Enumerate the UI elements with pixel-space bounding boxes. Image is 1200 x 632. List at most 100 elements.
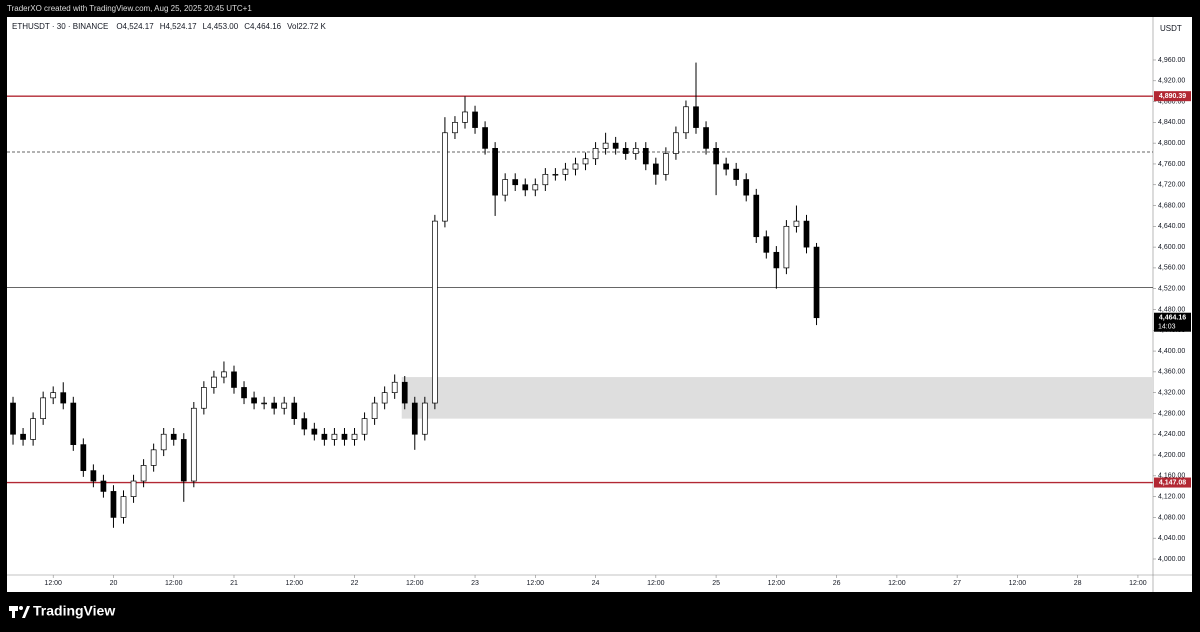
candle-body bbox=[221, 371, 227, 378]
candle-body bbox=[231, 371, 237, 388]
candle-body bbox=[783, 225, 790, 269]
candle-body bbox=[30, 418, 36, 440]
candle-body bbox=[20, 433, 26, 440]
ohlc-legend: L4,453.00 bbox=[203, 22, 239, 31]
candle-body bbox=[673, 132, 679, 154]
candle-body bbox=[442, 132, 448, 222]
candle-body bbox=[652, 163, 659, 175]
candle-body bbox=[773, 251, 780, 269]
ohlc-legend: Vol22.72 K bbox=[287, 22, 326, 31]
candle-body bbox=[572, 163, 579, 170]
y-tick-label: 4,040.00 bbox=[1158, 535, 1185, 542]
x-tick-label: 12:00 bbox=[527, 580, 545, 587]
candle-body bbox=[120, 496, 127, 518]
y-tick-label: 4,880.00 bbox=[1158, 98, 1185, 105]
candle-body bbox=[60, 392, 67, 404]
x-tick-label: 25 bbox=[712, 580, 720, 587]
x-tick-label: 12:00 bbox=[1009, 580, 1027, 587]
candle-body bbox=[582, 158, 589, 165]
y-unit: USDT bbox=[1160, 24, 1182, 33]
candle-body bbox=[793, 220, 800, 227]
candle-body bbox=[482, 127, 488, 149]
candle-body bbox=[291, 402, 298, 419]
candle-body bbox=[10, 402, 16, 435]
y-tick-label: 4,680.00 bbox=[1158, 202, 1185, 209]
candle-body bbox=[803, 220, 810, 248]
y-tick-label: 4,760.00 bbox=[1158, 161, 1185, 168]
candle-body bbox=[361, 418, 368, 435]
candle-body bbox=[663, 153, 669, 175]
brand: TradingView bbox=[33, 603, 115, 619]
candle-body bbox=[281, 402, 288, 409]
x-tick-label: 23 bbox=[471, 580, 479, 587]
candle-body bbox=[462, 111, 468, 123]
candle-body bbox=[502, 179, 509, 196]
candle-body bbox=[150, 449, 157, 466]
candle-body bbox=[130, 480, 137, 497]
candle-body bbox=[622, 148, 629, 154]
y-tick-label: 4,560.00 bbox=[1158, 265, 1185, 272]
candle-body bbox=[612, 142, 619, 149]
x-tick-label: 21 bbox=[230, 580, 238, 587]
x-tick-label: 27 bbox=[953, 580, 961, 587]
ohlc-legend: H4,524.17 bbox=[160, 22, 197, 31]
candle-body bbox=[110, 491, 117, 518]
candle-body bbox=[371, 402, 378, 419]
candle-body bbox=[241, 387, 247, 399]
candle-body bbox=[271, 402, 278, 409]
candle-body bbox=[90, 470, 97, 482]
y-tick-label: 4,800.00 bbox=[1158, 140, 1185, 147]
candle-body bbox=[693, 106, 699, 128]
candle-body bbox=[140, 465, 147, 482]
zone bbox=[401, 377, 1153, 419]
y-tick-label: 4,640.00 bbox=[1158, 223, 1185, 230]
candle-body bbox=[522, 184, 529, 191]
x-tick-label: 20 bbox=[110, 580, 118, 587]
candle-body bbox=[261, 402, 267, 405]
candle-body bbox=[813, 246, 820, 319]
x-tick-label: 12:00 bbox=[165, 580, 183, 587]
candle-body bbox=[592, 148, 599, 160]
x-tick-label: 12:00 bbox=[768, 580, 786, 587]
x-tick-label: 12:00 bbox=[647, 580, 665, 587]
candle-body bbox=[201, 387, 207, 409]
y-tick-label: 4,200.00 bbox=[1158, 452, 1185, 459]
candle-body bbox=[602, 142, 609, 149]
candle-body bbox=[331, 433, 338, 440]
y-tick-label: 4,280.00 bbox=[1158, 410, 1185, 417]
candle-body bbox=[351, 433, 358, 440]
candle-body bbox=[703, 127, 709, 149]
y-tick-label: 4,840.00 bbox=[1158, 119, 1185, 126]
candle-body bbox=[170, 433, 177, 440]
y-tick-label: 4,360.00 bbox=[1158, 369, 1185, 376]
x-tick-label: 12:00 bbox=[888, 580, 906, 587]
x-tick-label: 26 bbox=[833, 580, 841, 587]
last-price-box bbox=[1154, 312, 1191, 332]
candle-body bbox=[632, 148, 639, 154]
candle-body bbox=[492, 148, 498, 196]
y-tick-label: 4,160.00 bbox=[1158, 473, 1185, 480]
candle-body bbox=[723, 163, 729, 170]
last-price-label: 4,464.16 bbox=[1159, 315, 1186, 322]
candle-body bbox=[512, 179, 519, 186]
chart-area bbox=[7, 17, 1192, 592]
candle-body bbox=[452, 122, 458, 134]
ohlc-legend: O4,524.17 bbox=[116, 22, 154, 31]
candle-body bbox=[80, 444, 87, 471]
level-label-box bbox=[1154, 91, 1191, 102]
candle-body bbox=[100, 480, 107, 492]
candle-body bbox=[421, 402, 428, 435]
x-tick-label: 12:00 bbox=[285, 580, 303, 587]
candle-body bbox=[542, 173, 549, 186]
candle-body bbox=[391, 381, 398, 394]
level-label-box bbox=[1154, 477, 1191, 488]
candle-body bbox=[160, 433, 167, 451]
y-tick-label: 4,320.00 bbox=[1158, 389, 1185, 396]
candle-body bbox=[50, 392, 57, 399]
y-tick-label: 4,520.00 bbox=[1158, 286, 1185, 293]
candle-body bbox=[180, 439, 187, 482]
candle-body bbox=[251, 397, 257, 404]
countdown: 14:03 bbox=[1158, 324, 1176, 331]
top-bar-text: TraderXO created with TradingView.com, A… bbox=[7, 4, 252, 13]
